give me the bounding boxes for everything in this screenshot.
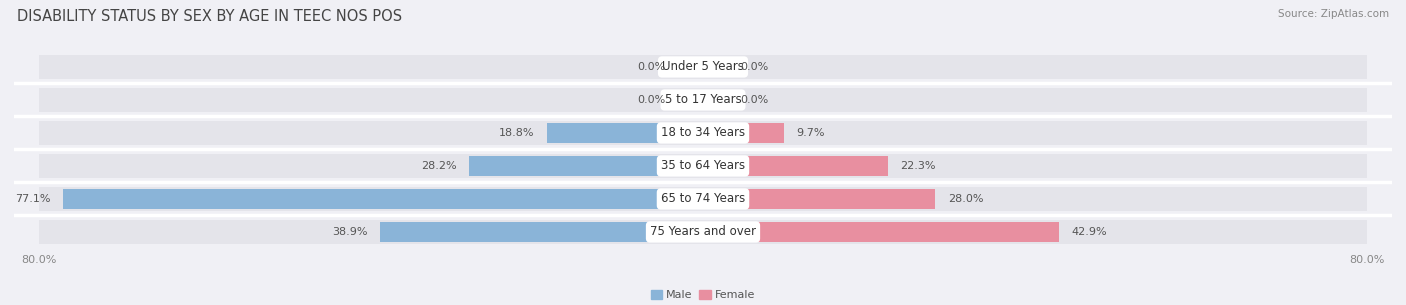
Bar (39, 187, 1367, 211)
Legend: Male, Female: Male, Female (647, 286, 759, 305)
Text: 75 Years and over: 75 Years and over (650, 225, 756, 239)
Text: 0.0%: 0.0% (637, 62, 665, 72)
Text: 38.9%: 38.9% (332, 227, 367, 237)
Text: 65 to 74 Years: 65 to 74 Years (661, 192, 745, 206)
Bar (470, 156, 703, 176)
Bar (63, 189, 703, 209)
Text: 0.0%: 0.0% (741, 62, 769, 72)
Text: 0.0%: 0.0% (637, 95, 665, 105)
Bar (703, 156, 889, 176)
Text: 28.0%: 28.0% (948, 194, 983, 204)
Text: Source: ZipAtlas.com: Source: ZipAtlas.com (1278, 9, 1389, 19)
Text: 18.8%: 18.8% (499, 128, 534, 138)
Bar (703, 57, 728, 77)
Text: 9.7%: 9.7% (796, 128, 824, 138)
Bar (703, 123, 783, 143)
Text: 18 to 34 Years: 18 to 34 Years (661, 127, 745, 139)
Bar (703, 189, 935, 209)
Bar (380, 222, 703, 242)
Bar (703, 222, 1059, 242)
Text: 42.9%: 42.9% (1071, 227, 1107, 237)
Text: 22.3%: 22.3% (901, 161, 936, 171)
Bar (39, 121, 1367, 145)
Bar (39, 154, 1367, 178)
Bar (678, 90, 703, 110)
Text: 0.0%: 0.0% (741, 95, 769, 105)
Text: 5 to 17 Years: 5 to 17 Years (665, 93, 741, 106)
Bar (39, 88, 1367, 112)
Bar (39, 220, 1367, 244)
Text: DISABILITY STATUS BY SEX BY AGE IN TEEC NOS POS: DISABILITY STATUS BY SEX BY AGE IN TEEC … (17, 9, 402, 24)
Bar (39, 55, 1367, 79)
Bar (547, 123, 703, 143)
Bar (703, 90, 728, 110)
Text: 77.1%: 77.1% (15, 194, 51, 204)
Text: 28.2%: 28.2% (420, 161, 457, 171)
Text: Under 5 Years: Under 5 Years (662, 60, 744, 74)
Bar (678, 57, 703, 77)
Text: 35 to 64 Years: 35 to 64 Years (661, 160, 745, 172)
